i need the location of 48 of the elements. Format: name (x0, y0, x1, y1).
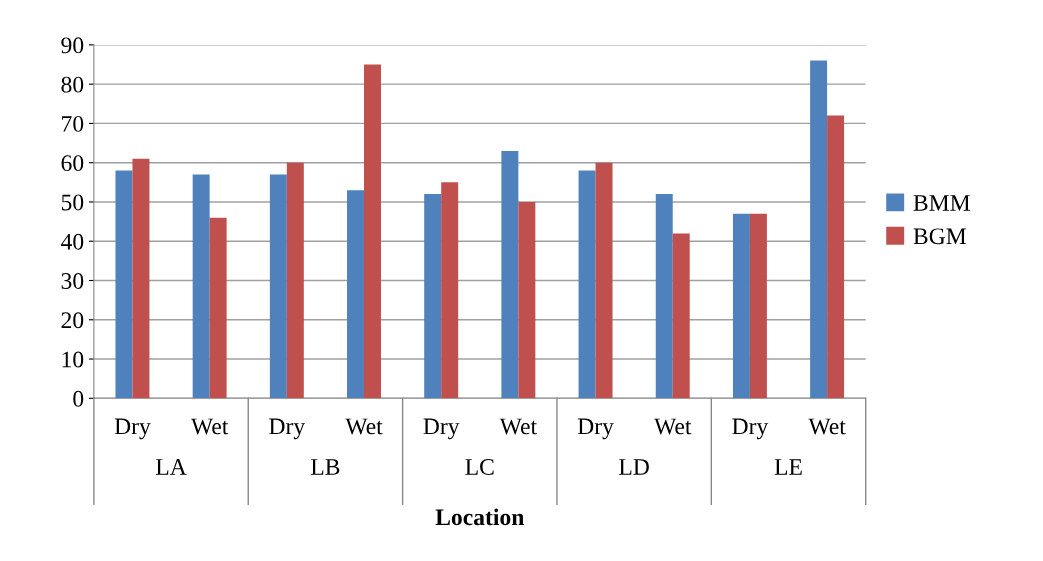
x-tick-label: Wet (190, 418, 229, 435)
bar (347, 190, 365, 399)
y-tick-label: 10 (62, 351, 84, 368)
x-tick-label: Dry (269, 418, 306, 440)
bar (732, 213, 750, 399)
bar (672, 233, 690, 399)
bar (578, 170, 596, 399)
bar (424, 194, 442, 399)
text: LD (619, 459, 649, 475)
x-tick-label: Dry (114, 418, 151, 440)
y-tick-label: 20 (61, 312, 84, 329)
y-tick-label: 80 (61, 76, 84, 93)
text: LC (465, 459, 494, 475)
bar (132, 158, 150, 399)
bar (286, 162, 304, 399)
x-tick-label: Wet (345, 418, 383, 435)
x-tick-label: Wet (808, 418, 846, 435)
y-tick-label: 30 (61, 272, 84, 289)
bar (749, 213, 767, 399)
y-tick-label: 90 (61, 37, 84, 54)
text: LA (155, 459, 187, 475)
x-axis-title: Location (435, 508, 525, 526)
bar (192, 174, 210, 399)
bar (501, 150, 519, 399)
bar (115, 170, 133, 399)
x-tick-label: Dry (577, 418, 614, 440)
x-tick-label: Wet (654, 418, 692, 435)
y-tick-label: 70 (62, 115, 84, 132)
bar (441, 182, 459, 399)
y-tick-label: 0 (73, 390, 84, 407)
bar (209, 217, 227, 399)
y-tick-label: 50 (61, 194, 84, 211)
y-tick-label: 40 (61, 233, 84, 250)
x-tick-label: Dry (732, 418, 769, 440)
bar (269, 174, 287, 399)
bar (655, 194, 673, 399)
bar (364, 64, 381, 399)
legend-label: BMM (913, 195, 970, 211)
bar (595, 162, 613, 399)
y-tick-label: 60 (61, 155, 84, 172)
x-tick-label: Wet (499, 418, 537, 435)
legend-label: BGM (913, 228, 967, 245)
text: LE (774, 459, 802, 475)
bar (810, 60, 828, 399)
text: LB (311, 459, 340, 475)
bar (518, 201, 536, 399)
x-tick-label: Dry (423, 418, 460, 440)
bar (827, 115, 845, 399)
